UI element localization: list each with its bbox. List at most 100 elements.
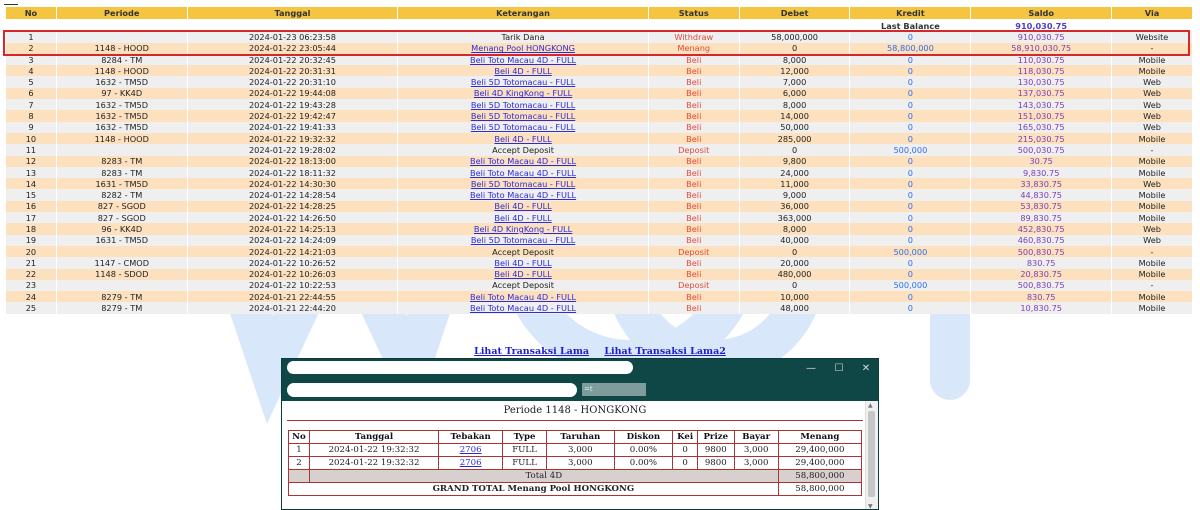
cell-debet: 20,000 [738,257,851,269]
total-row: Total 4D 58,800,000 [289,470,861,482]
cell-keterangan[interactable]: Beli 4D - FULL [397,200,649,213]
cell-via: Mobile [1111,268,1193,280]
cell-periode: 1632 - TM5D [55,110,188,122]
cell-tanggal: 2024-01-22 19:28:02 [186,144,399,156]
scroll-down-icon[interactable]: ▼ [868,503,873,510]
cell-via: Mobile [1111,291,1193,303]
table-row: 9 1632 - TM5D 2024-01-22 19:41:33 Beli 5D T… [5,121,1193,133]
header-via: Via [1111,6,1193,20]
cell-keterangan[interactable]: Beli Toto Macau 4D - FULL [397,189,649,201]
cell-keterangan[interactable]: Beli 5D Totomacau - FULL [397,99,649,111]
detail-header-tebakan: Tebakan [439,431,503,443]
cell-keterangan[interactable]: Beli Toto Macau 4D - FULL [397,302,649,314]
last-balance-label: Last Balance [849,19,972,32]
cell-via: Mobile [1111,155,1193,167]
cell-status: Deposit [647,279,740,292]
cell-status: Beli [647,87,740,100]
popup-scrollbar[interactable]: ▲ ▼ [865,401,878,510]
transaction-table: No Periode Tanggal Keterangan Status Debet Kre… [4,6,1193,314]
cell-no: 18 [5,223,57,235]
grand-total-value: 58,800,000 [778,483,861,495]
cell-keterangan[interactable]: Beli 4D KingKong - FULL [397,87,649,100]
cell-kredit: 500,000 [849,245,972,258]
cell-keterangan[interactable]: Beli Toto Macau 4D - FULL [397,166,649,179]
cell-keterangan[interactable]: Beli 5D Totomacau - FULL [397,234,649,246]
cell-keterangan[interactable]: Beli 4D - FULL [397,132,649,145]
detail-header-no: No [289,431,309,443]
cell-no: 21 [5,257,57,269]
popup-titlebar: =t — ☐ ✕ [282,359,878,401]
cell-tanggal: 2024-01-22 14:30:30 [186,178,399,190]
cell-tanggal: 2024-01-22 14:21:03 [186,245,399,258]
cell-no: 13 [5,166,57,179]
table-row: 10 1148 - HOOD 2024-01-22 19:32:32 Beli 4D … [5,132,1193,145]
cell-debet: 9,800 [738,155,851,167]
table-row: 7 1632 - TM5D 2024-01-22 19:43:28 Beli 5D T… [5,99,1193,111]
scroll-thumb[interactable] [868,411,875,497]
last-balance-row: Last Balance 910,030.75 [4,19,1193,32]
cell-tanggal: 2024-01-22 10:26:52 [186,257,399,269]
cell-keterangan[interactable]: Beli 5D Totomacau - FULL [397,121,649,133]
close-icon[interactable]: ✕ [861,363,871,374]
minimize-icon[interactable]: — [806,363,816,374]
detail-cell-tebakan[interactable]: 2706 [439,457,503,469]
cell-no: 19 [5,234,57,246]
cell-keterangan[interactable]: Beli 4D - FULL [397,257,649,269]
cell-saldo: 165,030.75 [970,121,1113,133]
maximize-icon[interactable]: ☐ [834,363,844,374]
cell-keterangan: Accept Deposit [397,245,649,258]
header-no: No [5,6,57,20]
periode-detail-popup: =t — ☐ ✕ Periode 1148 - HONGKONG No Tangg… [281,358,879,510]
cell-keterangan[interactable]: Beli 5D Totomacau - FULL [397,178,649,190]
cell-keterangan[interactable]: Beli 4D - FULL [397,268,649,280]
cell-periode: 1148 - SDOD [55,268,188,280]
cell-via: Mobile [1111,166,1193,179]
cell-via: - [1111,144,1193,156]
cell-keterangan[interactable]: Beli 4D - FULL [397,212,649,224]
url-bar-redacted[interactable] [287,361,633,374]
scroll-up-icon[interactable]: ▲ [868,402,873,409]
detail-header-prize: Prize [698,431,734,443]
detail-cell-no: 1 [289,444,309,456]
table-row: 22 1148 - SDOD 2024-01-22 10:26:03 Beli 4D … [5,268,1193,280]
cell-periode: 1148 - HOOD [55,65,188,77]
cell-tanggal: 2024-01-22 19:41:33 [186,121,399,133]
cell-periode: 8283 - TM [55,155,188,167]
cell-debet: 36,000 [738,200,851,213]
cell-no: 8 [5,110,57,122]
cell-kredit: 500,000 [849,279,972,292]
cell-no: 23 [5,279,57,292]
cell-saldo: 130,030.75 [970,76,1113,88]
cell-kredit: 0 [849,31,972,43]
cell-tanggal: 2024-01-22 14:28:54 [186,189,399,201]
table-header-row: No Periode Tanggal Keterangan Status Debet Kre… [5,6,1193,20]
table-row: 6 97 - KK4D 2024-01-22 19:44:08 Beli 4D Kin… [5,87,1193,100]
table-row: 20 2024-01-22 14:21:03 Accept Deposit Depos… [5,245,1193,258]
cell-via: Web [1111,178,1193,190]
table-row: 16 827 - SGOD 2024-01-22 14:28:25 Beli 4D -… [5,200,1193,213]
periode-title: Periode 1148 - HONGKONG [287,405,863,421]
cell-keterangan[interactable]: Beli 5D Totomacau - FULL [397,76,649,88]
cell-kredit: 0 [849,257,972,269]
cell-kredit: 500,000 [849,144,972,156]
cell-status: Beli [647,121,740,133]
cell-keterangan[interactable]: Beli 4D KingKong - FULL [397,223,649,235]
detail-header-type: Type [503,431,547,443]
cell-periode: 8282 - TM [55,189,188,201]
cell-status: Beli [647,132,740,145]
cell-debet: 480,000 [738,268,851,280]
table-row: 25 8279 - TM 2024-01-21 22:44:20 Beli Toto … [5,302,1193,314]
cell-status: Beli [647,76,740,88]
cell-no: 6 [5,87,57,100]
cell-keterangan[interactable]: Beli Toto Macau 4D - FULL [397,291,649,303]
lihat-transaksi-lama-link[interactable]: Lihat Transaksi Lama [474,346,590,357]
detail-header-taruhan: Taruhan [547,431,614,443]
cell-kredit: 0 [849,132,972,145]
lihat-transaksi-lama2-link[interactable]: Lihat Transaksi Lama2 [604,346,726,357]
cell-keterangan[interactable]: Beli Toto Macau 4D - FULL [397,155,649,167]
url-bar-redacted-2[interactable] [287,383,577,397]
detail-cell-tebakan[interactable]: 2706 [439,444,503,456]
cell-keterangan[interactable]: Beli 5D Totomacau - FULL [397,110,649,122]
cell-tanggal: 2024-01-22 19:32:32 [186,132,399,145]
cell-keterangan[interactable]: Beli 4D - FULL [397,65,649,77]
